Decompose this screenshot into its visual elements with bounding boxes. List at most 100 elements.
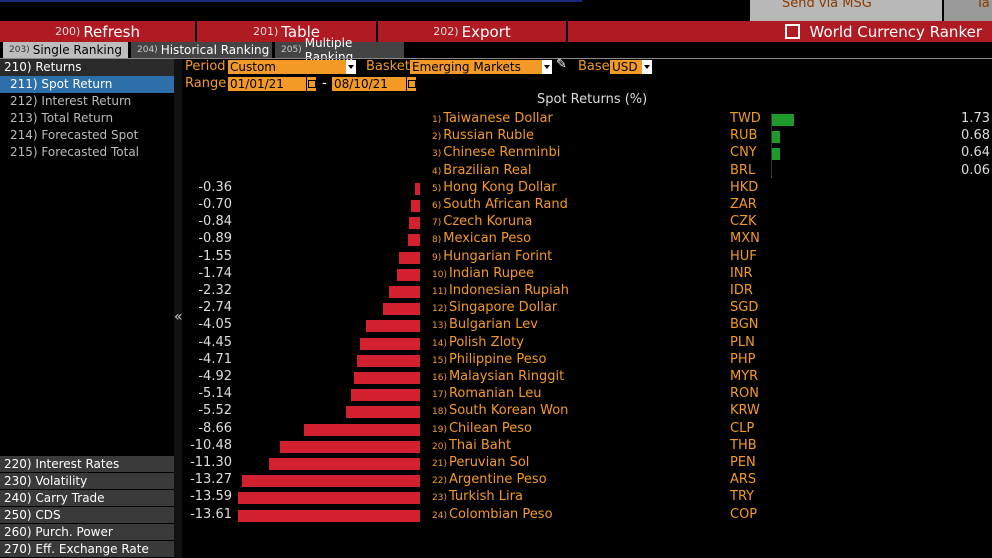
currency-code: IDR	[730, 283, 753, 298]
negative-bar	[397, 269, 420, 281]
rank-number: 13)	[432, 321, 447, 331]
currency-row-label[interactable]: 1) Taiwanese Dollar	[432, 111, 553, 126]
currency-row-label[interactable]: 5) Hong Kong Dollar	[432, 180, 557, 195]
currency-row-label[interactable]: 4) Brazilian Real	[432, 163, 532, 178]
tab-multiple-ranking[interactable]: 205) Multiple Ranking	[275, 36, 404, 64]
currency-row-label[interactable]: 11) Indonesian Rupiah	[432, 283, 569, 298]
currency-row-label[interactable]: 3) Chinese Renminbi	[432, 145, 560, 160]
currency-code: BRL	[730, 163, 756, 178]
sidebar-item-forecasted-total[interactable]: 215) Forecasted Total	[10, 145, 140, 159]
currency-row-label[interactable]: 14) Polish Zloty	[432, 335, 524, 350]
sidebar-item-interest-rates[interactable]: 220) Interest Rates	[0, 456, 174, 473]
period-select[interactable]: Custom	[228, 60, 346, 74]
currency-name: Hong Kong Dollar	[443, 180, 557, 195]
currency-code: CNY	[730, 145, 757, 160]
currency-row-label[interactable]: 17) Romanian Leu	[432, 386, 541, 401]
send-via-msg-button[interactable]: Send via MSG	[750, 0, 942, 21]
currency-row-label[interactable]: 22) Argentine Peso	[432, 472, 547, 487]
positive-axis-line	[771, 113, 772, 177]
currency-code: RUB	[730, 128, 758, 143]
currency-row-label[interactable]: 20) Thai Baht	[432, 438, 511, 453]
export-button[interactable]: 202) Export	[378, 21, 568, 42]
range-end-input[interactable]: 08/10/21	[332, 77, 406, 91]
sidebar: 210) Returns 211) Spot Return 212) Inter…	[0, 59, 174, 558]
value-label: -13.59	[190, 489, 232, 504]
sidebar-item-forecasted-spot[interactable]: 214) Forecasted Spot	[10, 128, 139, 142]
currency-row-label[interactable]: 18) South Korean Won	[432, 403, 568, 418]
currency-name: Turkish Lira	[448, 489, 523, 504]
sidebar-item-cds[interactable]: 250) CDS	[0, 507, 174, 524]
tab-single-ranking[interactable]: 203) Single Ranking	[3, 42, 128, 58]
currency-row-label[interactable]: 8) Mexican Peso	[432, 231, 531, 246]
sidebar-item-carry-trade[interactable]: 240) Carry Trade	[0, 490, 174, 507]
currency-name: Argentine Peso	[448, 472, 547, 487]
toolbar: 200) Refresh 201) Table 202) Export Worl…	[0, 21, 992, 42]
negative-bar	[351, 389, 420, 401]
currency-code: MXN	[730, 231, 760, 246]
negative-bar	[354, 372, 420, 384]
currency-code: KRW	[730, 403, 760, 418]
currency-row-label[interactable]: 19) Chilean Peso	[432, 421, 532, 436]
sidebar-item-eff-exchange-rate[interactable]: 270) Eff. Exchange Rate	[0, 541, 174, 558]
collapse-icon[interactable]: «	[174, 309, 183, 325]
currency-row-label[interactable]: 9) Hungarian Forint	[432, 249, 552, 264]
currency-name: Taiwanese Dollar	[443, 111, 553, 126]
currency-row-label[interactable]: 21) Peruvian Sol	[432, 455, 529, 470]
sidebar-item-spot-return[interactable]: 211) Spot Return	[0, 76, 174, 93]
currency-row-label[interactable]: 7) Czech Koruna	[432, 214, 532, 229]
value-label: -0.84	[198, 214, 232, 229]
rank-number: 7)	[432, 218, 442, 228]
negative-bar	[360, 338, 420, 350]
rank-number: 17)	[432, 390, 447, 400]
currency-row-label[interactable]: 23) Turkish Lira	[432, 489, 523, 504]
value-label: -2.32	[198, 283, 232, 298]
export-label: Export	[461, 22, 511, 41]
negative-bar	[238, 510, 420, 522]
basket-select[interactable]: Emerging Markets	[410, 60, 542, 74]
currency-row-label[interactable]: 2) Russian Ruble	[432, 128, 534, 143]
currency-name: Bulgarian Lev	[448, 317, 538, 332]
currency-row-label[interactable]: 13) Bulgarian Lev	[432, 317, 538, 332]
currency-row-label[interactable]: 6) South African Rand	[432, 197, 568, 212]
currency-row-label[interactable]: 10) Indian Rupee	[432, 266, 534, 281]
negative-bar	[346, 406, 420, 418]
currency-row-label[interactable]: 12) Singapore Dollar	[432, 300, 557, 315]
value-label: -5.52	[198, 403, 232, 418]
sidebar-item-total-return[interactable]: 213) Total Return	[10, 111, 114, 125]
edit-pencil-icon[interactable]: ✎	[556, 57, 567, 72]
external-link-icon	[784, 24, 800, 39]
tab-historical-ranking[interactable]: 204) Historical Ranking	[131, 42, 272, 58]
tab-label: Historical Ranking	[160, 43, 270, 57]
base-select[interactable]: USD	[610, 60, 642, 74]
currency-name: Peruvian Sol	[448, 455, 530, 470]
negative-bar	[304, 424, 420, 436]
app-title[interactable]: World Currency Ranker	[784, 21, 982, 42]
base-dropdown-icon[interactable]	[642, 60, 652, 74]
rank-number: 14)	[432, 339, 447, 349]
table-button[interactable]: 201) Table	[197, 21, 378, 42]
currency-row-label[interactable]: 24) Colombian Peso	[432, 507, 553, 522]
period-label: Period	[185, 59, 226, 74]
value-label: -4.45	[198, 335, 232, 350]
value-label: -0.36	[198, 180, 232, 195]
currency-row-label[interactable]: 16) Malaysian Ringgit	[432, 369, 564, 384]
range-end-calendar-icon[interactable]	[406, 77, 416, 91]
panel-splitter[interactable]: «	[174, 59, 183, 558]
sidebar-item-volatility[interactable]: 230) Volatility	[0, 473, 174, 490]
rank-number: 22)	[432, 476, 447, 486]
refresh-button[interactable]: 200) Refresh	[0, 21, 197, 42]
sidebar-item-purch-power[interactable]: 260) Purch. Power	[0, 524, 174, 541]
tab-num: 204)	[137, 45, 158, 55]
range-start-calendar-icon[interactable]	[306, 77, 316, 91]
basket-dropdown-icon[interactable]	[542, 60, 552, 74]
value-label: -0.89	[198, 231, 232, 246]
value-label: -11.30	[190, 455, 232, 470]
refresh-num: 200)	[55, 25, 81, 38]
rank-number: 18)	[432, 407, 447, 417]
rank-number: 23)	[432, 493, 447, 503]
currency-row-label[interactable]: 15) Philippine Peso	[432, 352, 546, 367]
period-dropdown-icon[interactable]	[346, 60, 356, 74]
sidebar-item-returns[interactable]: 210) Returns	[0, 59, 174, 76]
sidebar-item-interest-return[interactable]: 212) Interest Return	[10, 94, 132, 108]
range-start-input[interactable]: 01/01/21	[228, 77, 306, 91]
